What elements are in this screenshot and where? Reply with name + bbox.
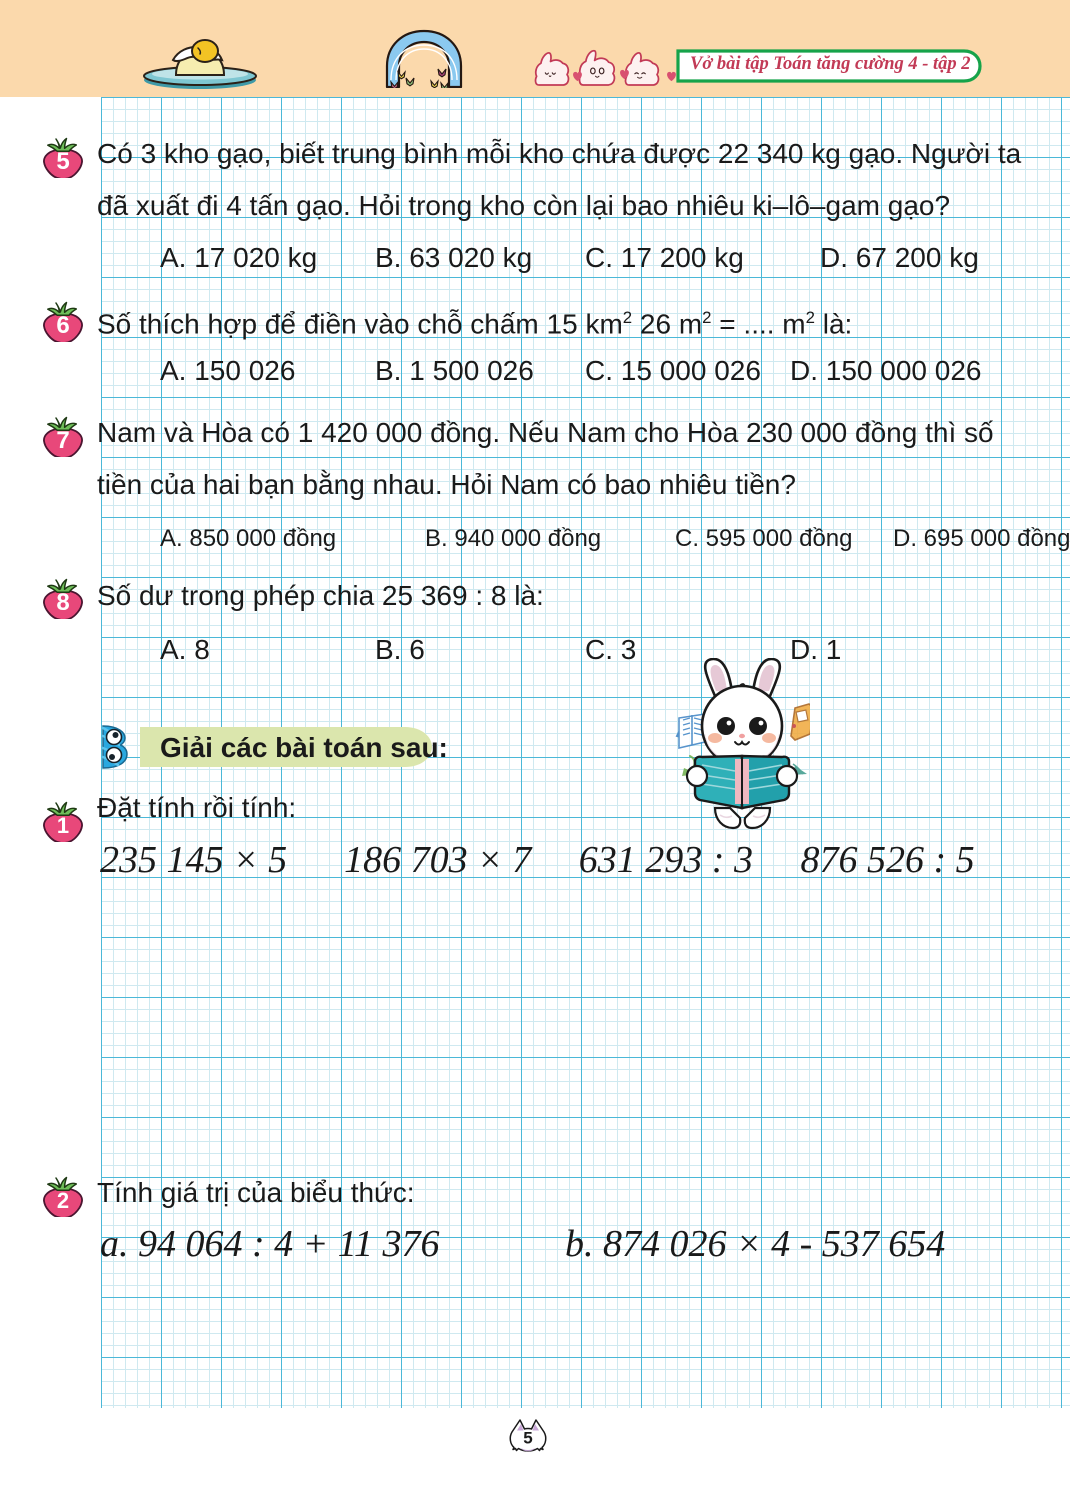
- svg-text:1: 1: [57, 813, 69, 838]
- svg-text:5: 5: [523, 1429, 532, 1448]
- svg-text:2: 2: [57, 1188, 69, 1213]
- svg-text:8: 8: [56, 589, 69, 616]
- svg-text:5: 5: [56, 148, 69, 175]
- svg-text:6: 6: [56, 312, 69, 339]
- svg-text:7: 7: [56, 427, 69, 454]
